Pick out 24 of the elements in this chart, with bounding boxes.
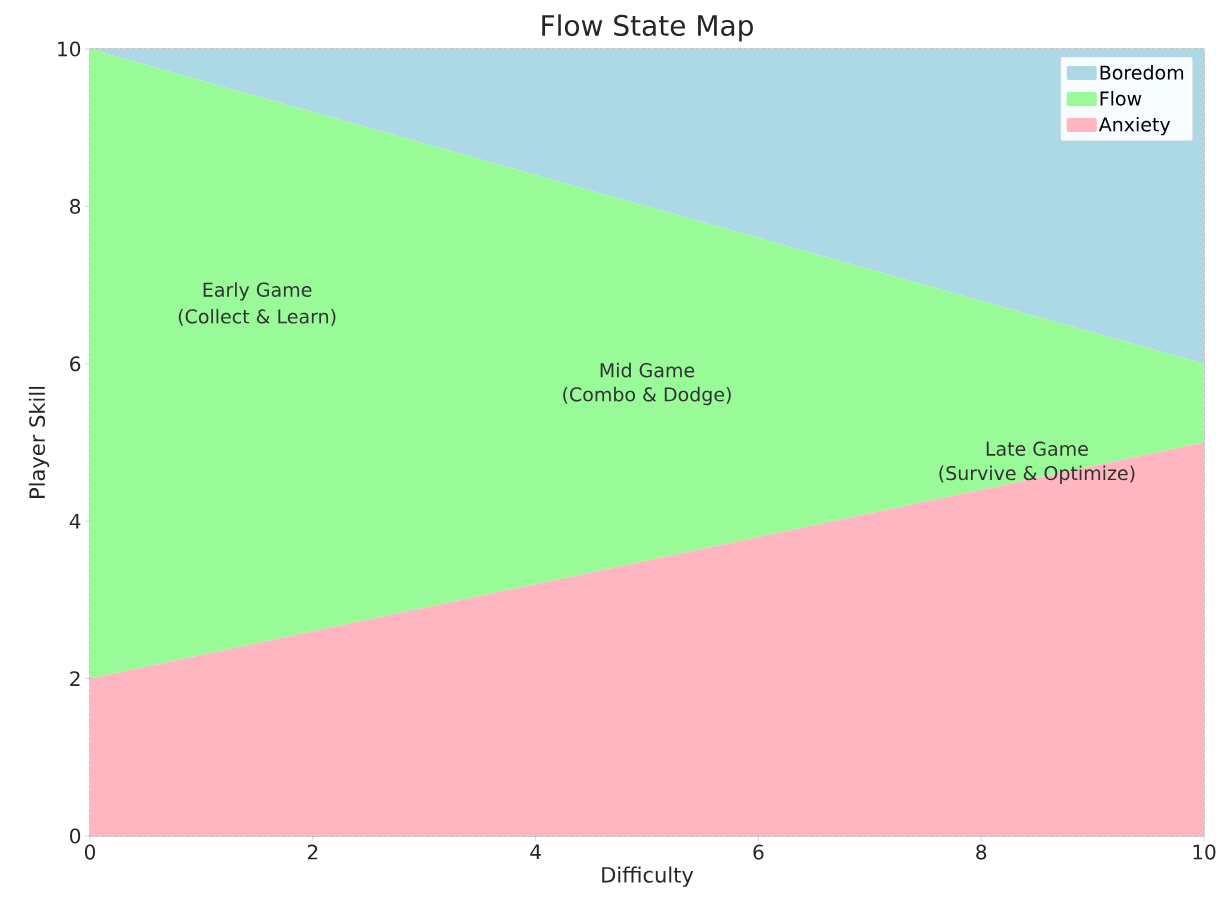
annotation: (Collect & Learn) [178,308,336,326]
y-tick-label: 2 [70,671,80,687]
annotation: Late Game [986,441,1088,456]
y-axis-title: Player Skill [28,386,50,498]
annotation: Mid Game [600,362,695,378]
annotation: (Combo & Dodge) [563,386,731,406]
y-tick-label: 0 [70,828,81,844]
y-tick-label: 8 [70,198,81,214]
x-tick-label: 10 [1193,844,1216,860]
x-tick-label: 4 [530,844,541,860]
y-tick-label: 10 [58,41,81,57]
annotation: Early Game [203,282,312,301]
annotation: (Survive & Optimize) [939,465,1135,484]
x-tick-label: 0 [84,844,96,860]
x-tick-label: 6 [753,844,764,860]
y-tick-label: 6 [70,356,81,372]
chart-title: Flow State Map [542,14,753,42]
legend-label: Boredom [1100,65,1184,80]
legend-label: Anxiety [1098,116,1171,136]
x-axis-title: Difficulty [602,866,694,887]
x-tick-label: 8 [976,844,987,860]
y-tick-label: 4 [69,513,81,529]
x-tick-label: 2 [307,844,318,860]
legend-label: Flow [1100,91,1142,106]
